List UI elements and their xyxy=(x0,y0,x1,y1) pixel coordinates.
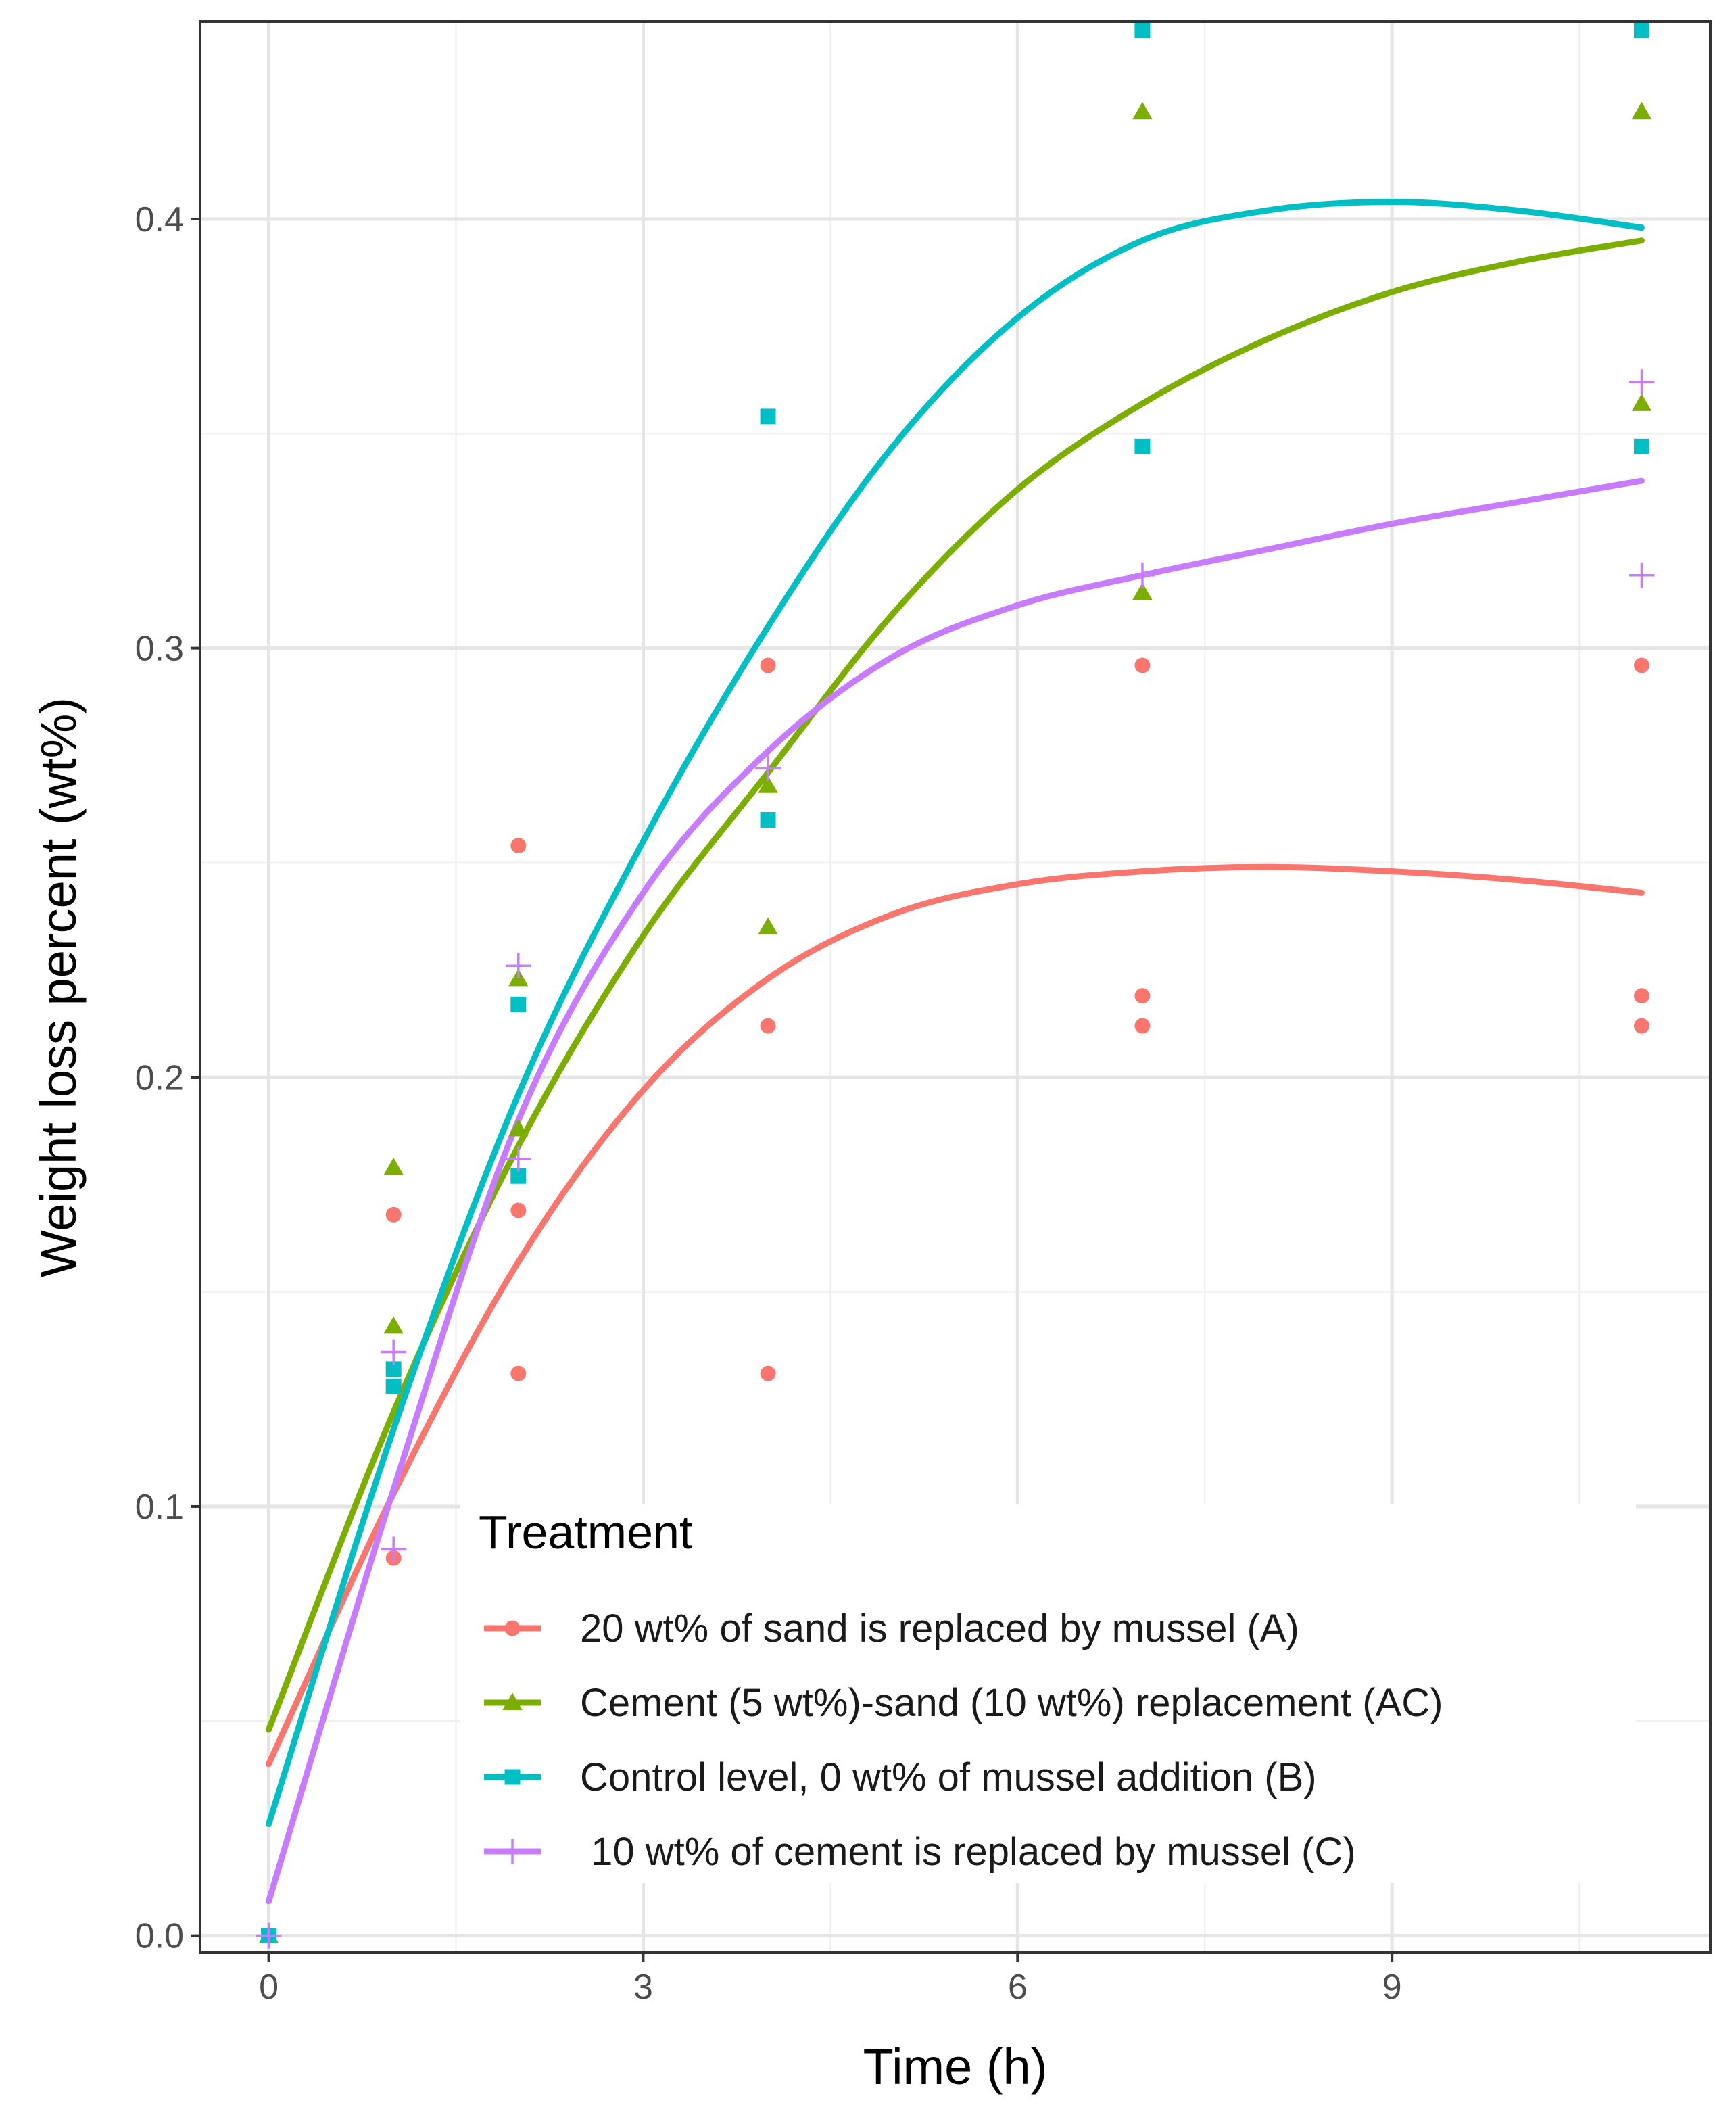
series-b-point xyxy=(385,1378,402,1394)
series-a-point xyxy=(760,1018,776,1034)
panel-border xyxy=(199,20,1712,1954)
x-axis-title: Time (h) xyxy=(863,2039,1048,2095)
series-c-point xyxy=(1629,562,1655,588)
y-tick-label: 0.0 xyxy=(135,1917,184,1956)
series-b-point xyxy=(510,996,527,1012)
series-a-point xyxy=(1633,1018,1649,1034)
y-tick-label: 0.4 xyxy=(135,200,184,239)
legend-series-a-marker xyxy=(504,1620,521,1636)
x-tick-label: 3 xyxy=(633,1968,653,2007)
series-c-point xyxy=(505,953,531,979)
series-ac-point xyxy=(1631,394,1652,411)
legend-title: Treatment xyxy=(479,1506,692,1559)
legend-series-c-marker xyxy=(500,1839,525,1864)
data-point-layer xyxy=(256,22,1655,1949)
series-b-point xyxy=(385,1361,402,1377)
series-ac-point xyxy=(1631,101,1652,120)
series-c-point xyxy=(256,1922,282,1949)
series-a-point xyxy=(1633,657,1649,673)
series-c-point xyxy=(505,1145,531,1172)
series-b-point xyxy=(1633,438,1649,454)
series-a-point xyxy=(510,1365,527,1381)
series-a-point xyxy=(760,1365,776,1381)
series-b-point xyxy=(510,1168,527,1184)
y-tick-label: 0.2 xyxy=(135,1058,184,1097)
legend-items: 20 wt% of sand is replaced by mussel (A)… xyxy=(484,1607,1443,1874)
series-a-fit-line xyxy=(266,863,1645,1768)
fit-line-layer xyxy=(266,199,1645,1905)
axis-layer: 0 3 6 9 0.0 0.1 0.2 0.3 0.4 xyxy=(135,200,1402,2007)
series-a-point xyxy=(510,1202,527,1218)
legend-series-b-marker xyxy=(504,1769,521,1785)
series-a-point xyxy=(1134,1018,1151,1034)
legend: Treatment 20 wt% of sand is replaced by … xyxy=(460,1504,1636,1883)
series-ac-point xyxy=(508,1118,529,1137)
series-a-point xyxy=(385,1206,402,1223)
series-ac-point xyxy=(383,1157,404,1175)
series-ac-point xyxy=(758,776,778,793)
series-b-point xyxy=(1134,22,1151,39)
x-tick-label: 9 xyxy=(1382,1968,1402,2007)
series-a-point xyxy=(1134,657,1151,673)
series-c-point xyxy=(381,1339,407,1365)
series-b-point xyxy=(1134,438,1151,454)
legend-background xyxy=(460,1504,1636,1883)
legend-series-b-label: Control level, 0 wt% of mussel addition … xyxy=(580,1755,1317,1799)
y-axis-title: Weight loss percent (wt%) xyxy=(30,697,87,1277)
x-tick-label: 0 xyxy=(259,1968,279,2007)
y-tick-label: 0.1 xyxy=(135,1488,184,1527)
legend-series-c-label: 10 wt% of cement is replaced by mussel (… xyxy=(580,1830,1356,1874)
series-c-point xyxy=(1629,369,1655,396)
series-b-point xyxy=(760,408,776,425)
series-ac-fit-line xyxy=(266,237,1645,1733)
series-a-point xyxy=(1134,988,1151,1004)
series-ac-point xyxy=(383,1316,404,1334)
series-b-fit-line xyxy=(266,199,1645,1828)
legend-series-ac-marker xyxy=(502,1692,523,1711)
series-c-point xyxy=(381,1536,407,1563)
series-ac-point xyxy=(758,917,778,935)
y-tick-label: 0.3 xyxy=(135,630,184,669)
series-c-fit-line xyxy=(266,477,1645,1905)
series-ac-point xyxy=(1132,101,1153,120)
series-a-point xyxy=(510,838,527,854)
series-ac-point xyxy=(1132,582,1153,600)
series-c-point xyxy=(755,755,781,782)
series-b-point xyxy=(1633,22,1649,39)
series-b-point xyxy=(760,812,776,828)
series-c-point xyxy=(1130,562,1155,588)
legend-series-ac-label: Cement (5 wt%)-sand (10 wt%) replacement… xyxy=(580,1681,1443,1725)
x-tick-label: 6 xyxy=(1008,1968,1028,2007)
series-a-point xyxy=(1633,988,1649,1004)
series-a-point xyxy=(760,657,776,673)
legend-series-a-label: 20 wt% of sand is replaced by mussel (A) xyxy=(580,1607,1299,1651)
